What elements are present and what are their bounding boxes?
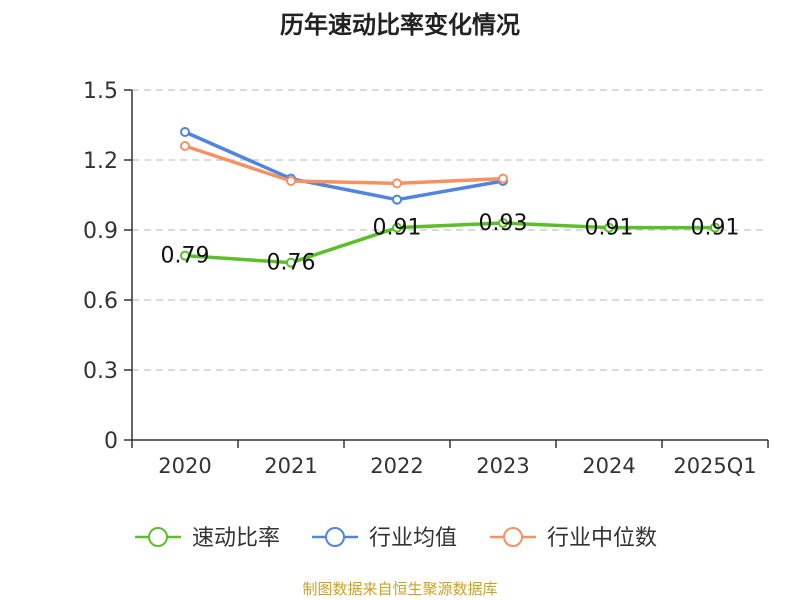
series-line-1: [183, 130, 505, 202]
series-lines: [180, 127, 720, 268]
legend-label: 行业中位数: [547, 526, 657, 551]
chart-title: 历年速动比率变化情况: [280, 11, 520, 39]
series-line-0: [183, 221, 717, 265]
y-tick-label: 0.6: [83, 289, 118, 314]
grid-lines: [132, 89, 768, 371]
data-point: [286, 176, 296, 186]
data-label: 0.93: [479, 211, 528, 236]
data-point: [498, 173, 508, 184]
legend-item[interactable]: 速动比率: [135, 526, 280, 551]
source-note: 制图数据来自恒生聚源数据库: [302, 580, 497, 598]
x-tick-label: 2024: [582, 454, 635, 478]
legend-swatch-marker: [148, 527, 168, 547]
data-labels: 0.79 0.76 0.91 0.93 0.91 0.91: [161, 211, 740, 276]
data-point: [710, 222, 720, 233]
legend-swatch-marker: [325, 527, 345, 547]
data-point: [498, 218, 508, 228]
legend-label: 速动比率: [192, 526, 280, 551]
data-label: 0.91: [373, 216, 422, 241]
legend-item[interactable]: 行业均值: [312, 526, 457, 551]
series-line-2: [183, 144, 505, 186]
data-point: [392, 222, 402, 233]
data-point: [180, 250, 190, 261]
axes: 0 0.3 0.6 0.9 1.2 1.5 2020 2021 2022 2023 2024 2025…: [83, 79, 769, 478]
data-label: 0.91: [691, 216, 740, 241]
legend-item[interactable]: 行业中位数: [490, 526, 657, 551]
legend-swatch-marker: [503, 527, 523, 547]
legend[interactable]: 速动比率 行业均值 行业中位数: [135, 526, 657, 551]
data-point: [604, 222, 614, 233]
x-tick-label: 2023: [476, 454, 529, 478]
data-label: 0.79: [161, 244, 210, 269]
data-point: [180, 127, 190, 137]
data-label: 0.76: [267, 251, 316, 276]
legend-label: 行业均值: [369, 526, 457, 551]
x-tick-label: 2021: [264, 454, 317, 478]
y-tick-label: 0.3: [83, 359, 118, 384]
data-point: [180, 141, 190, 151]
data-point: [286, 257, 296, 268]
data-point: [392, 178, 402, 189]
x-tick-label: 2020: [158, 454, 211, 478]
data-point: [392, 194, 402, 205]
x-tick-label: 2022: [370, 454, 423, 478]
data-label: 0.91: [585, 216, 634, 241]
y-tick-label: 0.9: [83, 219, 118, 244]
y-tick-label: 1.5: [83, 79, 118, 104]
x-tick-label: 2025Q1: [673, 454, 756, 478]
y-tick-label: 0: [104, 429, 118, 454]
y-tick-label: 1.2: [83, 149, 118, 174]
